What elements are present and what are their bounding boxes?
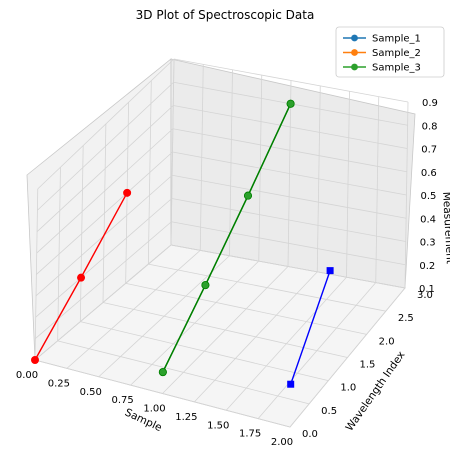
grid-line-z xyxy=(173,105,408,149)
data-point xyxy=(30,355,39,364)
grid-line-z xyxy=(35,198,173,318)
z-tick-label: 0.8 xyxy=(422,121,438,132)
y-tick-label: 2.0 xyxy=(379,336,395,347)
y-tick-label: 1.0 xyxy=(340,383,356,394)
grid-line-y xyxy=(34,359,291,428)
grid-line-y xyxy=(34,188,39,361)
grid-line-z xyxy=(171,198,406,242)
legend: Sample_1 Sample_2 Sample_3 xyxy=(335,26,445,78)
x-tick-label: 1.00 xyxy=(143,404,165,415)
data-point xyxy=(158,368,167,377)
grid-line-z xyxy=(170,244,406,289)
legend-swatch-marker xyxy=(351,49,358,56)
grid-line-z xyxy=(34,244,172,361)
data-point xyxy=(287,380,295,388)
grid-line-z xyxy=(36,105,174,232)
chart-title: 3D Plot of Spectroscopic Data xyxy=(136,8,315,22)
legend-swatch-marker xyxy=(351,34,358,42)
grid-lines xyxy=(34,58,409,428)
series-line xyxy=(162,103,292,373)
z-tick-label: 0.4 xyxy=(420,214,436,225)
grid-line-z xyxy=(36,128,174,254)
legend-label: Sample_2 xyxy=(372,48,421,59)
z-tick-label: 0.5 xyxy=(421,191,437,202)
grid-line-z xyxy=(36,151,173,275)
x-tick-label: 1.25 xyxy=(175,412,197,423)
x-tick-label: 0.00 xyxy=(16,370,38,381)
z-axis-label: Measurement xyxy=(440,192,450,265)
grid-line-z xyxy=(172,151,407,196)
z-tick-label: 0.9 xyxy=(422,98,438,109)
data-point xyxy=(123,188,132,197)
grid-line-y xyxy=(80,321,329,382)
z-tick-label: 0.6 xyxy=(421,168,437,179)
legend-label: Sample_1 xyxy=(372,34,421,45)
y-tick-label: 1.5 xyxy=(360,360,376,371)
x-tick-label: 0.50 xyxy=(80,387,102,398)
grid-line-z xyxy=(172,174,407,219)
grid-line-y xyxy=(125,282,367,335)
z-tick-label: 0.7 xyxy=(421,145,437,156)
x-tick-label: 2.00 xyxy=(271,437,293,448)
legend-label: Sample_3 xyxy=(372,63,421,74)
data-point xyxy=(77,273,86,282)
data-point xyxy=(243,191,252,200)
y-tick-label: 2.5 xyxy=(398,313,414,324)
grid-line-z xyxy=(37,58,175,190)
data-series xyxy=(30,99,334,388)
data-point xyxy=(201,281,210,290)
x-tick-label: 0.75 xyxy=(111,395,133,406)
z-tick-label: 0.3 xyxy=(420,238,436,249)
grid-line-y xyxy=(102,302,348,358)
z-tick-label: 0.1 xyxy=(419,284,435,295)
legend-swatch-marker xyxy=(351,63,358,71)
y-tick-label: 0.0 xyxy=(302,429,318,440)
x-tick-label: 1.50 xyxy=(207,420,229,431)
grid-line-z xyxy=(173,58,409,103)
z-tick-label: 0.2 xyxy=(419,261,435,272)
legend-box xyxy=(335,26,445,78)
tick-labels: 0.00 0.25 0.50 0.75 1.00 1.25 1.50 1.75 2.00 0.0 0… xyxy=(16,98,438,448)
data-point xyxy=(286,99,295,108)
series-line xyxy=(290,270,331,385)
x-tick-label: 1.75 xyxy=(239,429,261,440)
grid-line-z xyxy=(172,128,407,173)
data-point xyxy=(326,267,334,275)
grid-line-y xyxy=(148,263,386,312)
x-tick-label: 0.25 xyxy=(48,378,70,389)
y-tick-label: 3.0 xyxy=(417,290,433,301)
grid-line-z xyxy=(171,221,406,266)
grid-line-y xyxy=(57,340,310,405)
grid-line-z xyxy=(37,81,174,211)
y-tick-label: 0.5 xyxy=(321,406,337,417)
